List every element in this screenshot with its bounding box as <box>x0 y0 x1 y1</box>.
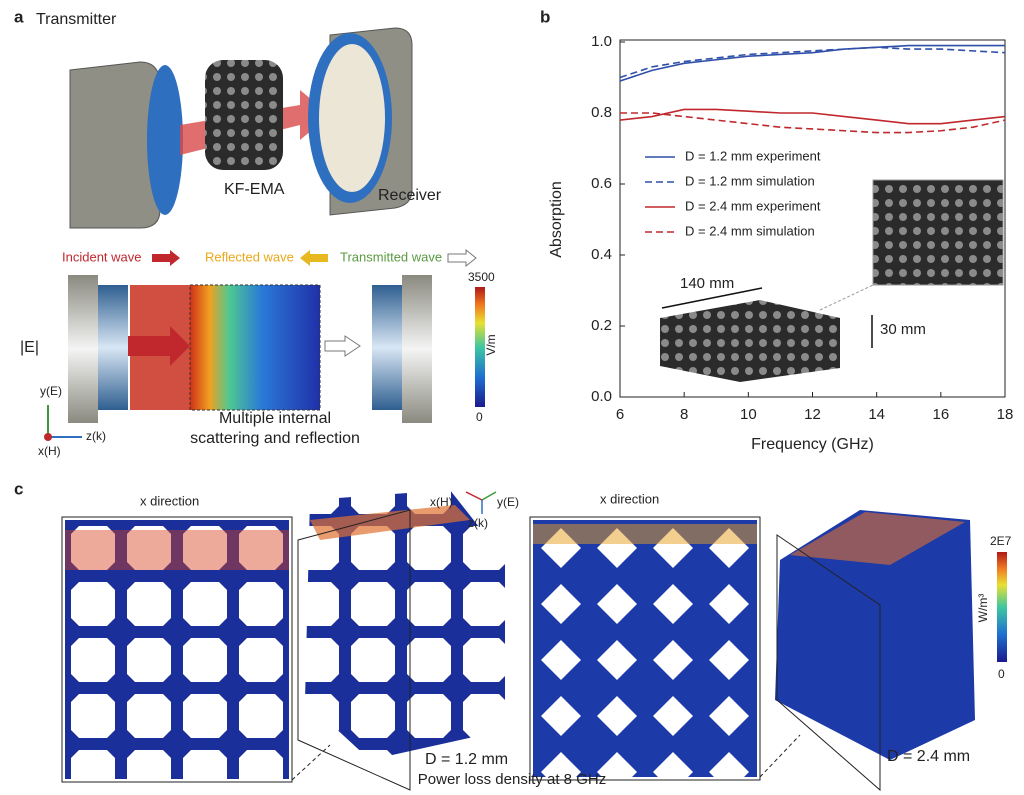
caption: Power loss density at 8 GHz <box>418 771 606 788</box>
incident-label: Incident wave <box>62 249 142 264</box>
reflected-arrow <box>300 250 328 266</box>
sample-boundary <box>189 284 321 411</box>
dim-length: 140 mm <box>680 275 734 292</box>
colorbar-unit: W/m³ <box>976 594 990 623</box>
x-tick-label: 16 <box>932 406 949 423</box>
loss-hotspot <box>790 512 965 565</box>
colorbar <box>475 287 485 407</box>
left-cube <box>305 490 505 760</box>
size-label: D = 2.4 mm <box>887 748 970 765</box>
axis-arrow <box>465 491 483 501</box>
field-label: |E| <box>20 339 39 356</box>
y-tick-label: 1.0 <box>591 33 612 50</box>
incident-field-arrow <box>128 326 190 366</box>
colorbar-max: 2E7 <box>990 534 1012 548</box>
receiver-disc <box>319 44 385 192</box>
axis-origin <box>44 433 52 441</box>
colorbar-unit: V/m <box>484 334 498 355</box>
x-tick-label: 8 <box>680 406 688 423</box>
transmitter-label: Transmitter <box>36 11 117 28</box>
loss-hotspot <box>533 524 757 544</box>
panel-label: c <box>14 479 23 498</box>
colorbar-min: 0 <box>998 667 1005 681</box>
x-tick-label: 10 <box>740 406 757 423</box>
y-tick-label: 0.2 <box>591 317 612 334</box>
left-section <box>65 520 289 779</box>
sample <box>205 60 283 170</box>
series-line <box>619 46 1006 79</box>
section-plane <box>297 509 411 791</box>
section-guide <box>759 734 801 778</box>
legend-label: D = 2.4 mm experiment <box>685 198 821 213</box>
legend-label: D = 1.2 mm simulation <box>685 173 815 188</box>
y-tick-label: 0.0 <box>591 388 612 405</box>
y-tick-label: 0.6 <box>591 175 612 192</box>
receiver-label: Receiver <box>378 187 442 204</box>
sample-label: KF-EMA <box>224 181 285 198</box>
caption-line: scattering and reflection <box>190 430 360 447</box>
y-tick-label: 0.8 <box>591 104 612 121</box>
axis-x-label: x(H) <box>430 495 453 509</box>
transmitted-label: Transmitted wave <box>340 249 442 264</box>
axis-y-label: y(E) <box>40 384 62 398</box>
section-guide <box>291 744 331 781</box>
legend-label: D = 1.2 mm experiment <box>685 148 821 163</box>
axis-z-label: z(k) <box>86 429 106 443</box>
size-label: D = 1.2 mm <box>425 751 508 768</box>
colorbar <box>997 552 1007 662</box>
view-label: x direction <box>600 491 659 506</box>
x-tick-label: 12 <box>804 406 821 423</box>
x-tick-label: 14 <box>868 406 885 423</box>
x-tick-label: 18 <box>997 406 1014 423</box>
axis-x-label: x(H) <box>38 444 61 458</box>
axis-arrow <box>481 491 497 501</box>
receiver-disc-section <box>372 285 402 410</box>
transmitted-field-arrow <box>324 335 361 357</box>
legend-label: D = 2.4 mm simulation <box>685 223 815 238</box>
series-line <box>620 112 1006 134</box>
right-section <box>533 520 757 777</box>
sample-inset <box>660 300 840 382</box>
dim-height: 30 mm <box>880 321 926 338</box>
transmitter-plate <box>68 275 98 423</box>
series-line <box>619 108 1006 125</box>
axis-z-label: z(k) <box>468 516 488 530</box>
transmitter-disc <box>147 65 183 215</box>
y-axis-label: Absorption <box>548 181 565 258</box>
transmitter-disc-section <box>98 285 128 410</box>
field-map <box>190 285 320 410</box>
loss-hotspot <box>65 530 289 570</box>
loss-hotspot <box>310 505 470 540</box>
x-tick-label: 6 <box>616 406 624 423</box>
zoom-inset <box>872 179 1004 286</box>
caption-line: Multiple internal <box>219 410 331 427</box>
panel-label: b <box>540 7 550 26</box>
zoom-guide <box>819 284 874 311</box>
axis-y-label: y(E) <box>497 495 519 509</box>
colorbar-min: 0 <box>476 410 483 424</box>
panel-label: a <box>14 7 24 26</box>
reflected-label: Reflected wave <box>205 249 294 264</box>
colorbar-max: 3500 <box>468 270 495 284</box>
transmitter <box>69 61 161 229</box>
section-plane <box>776 534 881 792</box>
incident-arrow <box>152 250 180 266</box>
receiver-plate <box>402 275 432 423</box>
series-line <box>619 44 1005 82</box>
y-tick-label: 0.4 <box>591 246 612 263</box>
transmitted-arrow <box>447 248 477 268</box>
view-label: x direction <box>140 493 199 508</box>
right-cube <box>775 510 975 760</box>
plot: 6 8 10 12 14 16 18 0.0 0.2 0.4 0.6 0.8 1.0 Frequency … <box>548 33 1013 453</box>
dim-line <box>661 287 763 309</box>
x-axis-label: Frequency (GHz) <box>751 436 874 453</box>
